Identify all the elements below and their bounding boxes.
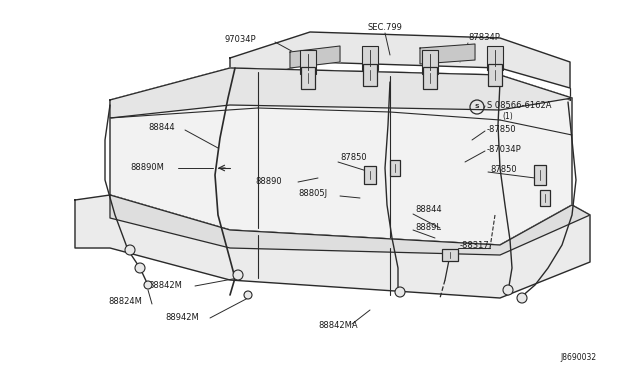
Circle shape	[503, 285, 513, 295]
Text: 8889L: 8889L	[415, 224, 441, 232]
Text: 88805J: 88805J	[298, 189, 327, 198]
Text: 88890M: 88890M	[130, 164, 164, 173]
Text: 88844: 88844	[148, 124, 175, 132]
Text: 88842MA: 88842MA	[318, 321, 358, 330]
Bar	[390, 160, 400, 176]
Circle shape	[233, 270, 243, 280]
Bar	[300, 50, 316, 74]
Polygon shape	[75, 195, 590, 298]
Text: J8690032: J8690032	[560, 353, 596, 362]
Polygon shape	[230, 32, 570, 88]
Polygon shape	[420, 44, 475, 64]
Text: 87850: 87850	[340, 154, 367, 163]
Text: -87850: -87850	[487, 125, 516, 135]
Polygon shape	[110, 195, 590, 255]
Text: 88844: 88844	[415, 205, 442, 215]
Polygon shape	[110, 68, 572, 118]
Bar	[364, 166, 376, 184]
Polygon shape	[110, 68, 572, 245]
Text: 88942M: 88942M	[165, 314, 199, 323]
Text: SEC.799: SEC.799	[367, 23, 403, 32]
Text: S: S	[475, 105, 479, 109]
Bar	[488, 64, 502, 86]
Bar	[301, 67, 315, 89]
Circle shape	[517, 293, 527, 303]
Bar	[422, 50, 438, 74]
Polygon shape	[290, 46, 340, 68]
Bar	[362, 46, 378, 70]
Text: 88824M: 88824M	[108, 298, 142, 307]
Text: -88317: -88317	[460, 241, 490, 250]
Text: S 08566-6162A: S 08566-6162A	[487, 102, 552, 110]
Bar	[540, 190, 550, 206]
Text: 87834P: 87834P	[468, 33, 500, 42]
Circle shape	[125, 245, 135, 255]
Text: 87850: 87850	[490, 166, 516, 174]
Text: 97034P: 97034P	[224, 35, 256, 45]
Circle shape	[144, 281, 152, 289]
Text: (1): (1)	[502, 112, 513, 121]
Text: 88842M: 88842M	[148, 280, 182, 289]
Circle shape	[135, 263, 145, 273]
Text: 88890: 88890	[255, 177, 282, 186]
Bar	[423, 67, 437, 89]
Bar	[363, 64, 377, 86]
Circle shape	[244, 291, 252, 299]
Circle shape	[395, 287, 405, 297]
Bar	[534, 165, 546, 185]
Bar	[487, 46, 503, 70]
Text: -87034P: -87034P	[487, 145, 522, 154]
Bar	[442, 249, 458, 261]
